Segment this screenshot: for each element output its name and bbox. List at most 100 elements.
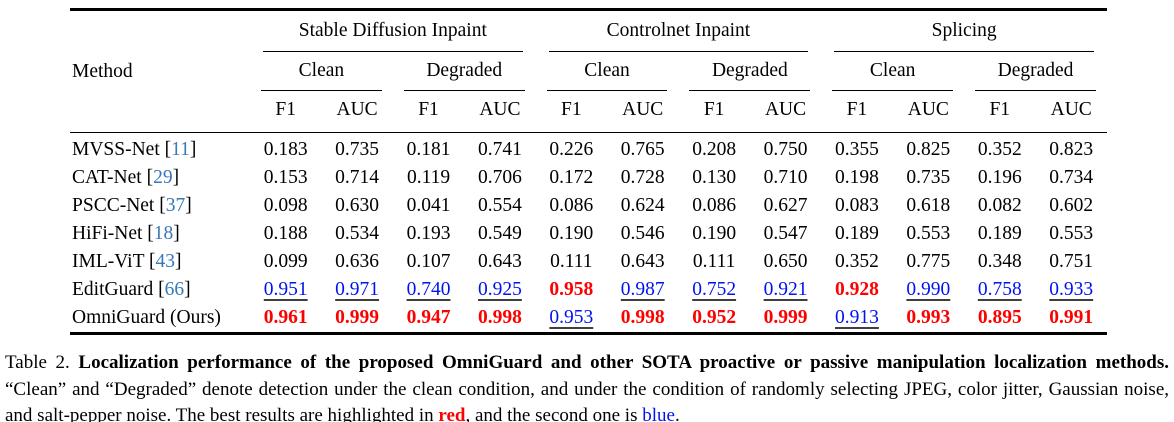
result-value: 0.740 bbox=[406, 279, 451, 300]
condition-label: Degraded bbox=[975, 60, 1096, 91]
result-value: 0.119 bbox=[406, 167, 451, 188]
citation-link[interactable]: 66 bbox=[164, 279, 185, 300]
result-value: 0.951 bbox=[263, 279, 308, 300]
result-value: 0.183 bbox=[263, 139, 308, 160]
caption-text: , and the second one is bbox=[465, 405, 643, 422]
result-value: 0.627 bbox=[763, 195, 808, 216]
method-label-suffix: ] bbox=[173, 223, 180, 244]
result-value: 0.041 bbox=[406, 195, 451, 216]
condition-header: Degraded bbox=[964, 52, 1107, 91]
result-value: 0.553 bbox=[1049, 223, 1094, 244]
result-value: 0.775 bbox=[906, 251, 951, 272]
caption-label: Table 2. bbox=[5, 352, 79, 373]
citation-link[interactable]: 29 bbox=[153, 167, 173, 188]
result-value: 0.553 bbox=[906, 223, 951, 244]
result-value: 0.602 bbox=[1049, 195, 1094, 216]
metric-header: AUC bbox=[749, 91, 822, 133]
result-value: 0.618 bbox=[906, 195, 951, 216]
result-value: 0.352 bbox=[977, 139, 1022, 160]
table-row-mvss-net: MVSS-Net [11] 0.183 0.735 0.181 0.741 0.… bbox=[70, 133, 1107, 165]
result-value: 0.082 bbox=[977, 195, 1022, 216]
citation-link[interactable]: 43 bbox=[155, 251, 176, 272]
citation-link[interactable]: 18 bbox=[153, 223, 174, 244]
result-value: 0.086 bbox=[692, 195, 737, 216]
method-name: MVSS-Net [11] bbox=[70, 133, 250, 165]
result-value: 0.921 bbox=[763, 279, 808, 300]
result-value: 0.650 bbox=[763, 251, 808, 272]
result-value: 0.947 bbox=[406, 307, 451, 328]
citation-link[interactable]: 11 bbox=[171, 138, 190, 160]
method-label-suffix: ] bbox=[184, 279, 191, 300]
result-value: 0.193 bbox=[406, 223, 451, 244]
result-value: 0.188 bbox=[263, 223, 308, 244]
method-label: PSCC-Net [ bbox=[72, 195, 166, 216]
result-value: 0.735 bbox=[906, 167, 951, 188]
result-value: 0.728 bbox=[620, 167, 665, 188]
result-value: 0.554 bbox=[477, 195, 522, 216]
result-value: 0.190 bbox=[692, 223, 737, 244]
result-value: 0.734 bbox=[1049, 167, 1094, 188]
table-row-pscc-net: PSCC-Net [37] 0.098 0.630 0.041 0.554 0.… bbox=[70, 192, 1107, 220]
condition-header: Degraded bbox=[393, 52, 536, 91]
condition-header: Degraded bbox=[678, 52, 821, 91]
citation-link[interactable]: 37 bbox=[165, 195, 186, 216]
result-value: 0.958 bbox=[549, 279, 594, 300]
result-value: 0.086 bbox=[549, 195, 594, 216]
condition-label: Degraded bbox=[689, 60, 811, 91]
result-value: 0.998 bbox=[620, 307, 665, 328]
result-value: 0.153 bbox=[263, 167, 308, 188]
result-value: 0.752 bbox=[692, 279, 737, 300]
result-value: 0.643 bbox=[477, 251, 522, 272]
metric-header: F1 bbox=[392, 91, 465, 133]
caption-red-word: red bbox=[438, 405, 466, 422]
result-value: 0.098 bbox=[263, 195, 308, 216]
result-value: 0.928 bbox=[835, 279, 879, 300]
method-label: EditGuard [ bbox=[72, 279, 165, 300]
result-value: 0.636 bbox=[335, 251, 380, 272]
result-value: 0.549 bbox=[477, 223, 522, 244]
table-row-iml-vit: IML-ViT [43] 0.099 0.636 0.107 0.643 0.1… bbox=[70, 248, 1107, 276]
condition-header: Clean bbox=[821, 52, 964, 91]
condition-label: Degraded bbox=[403, 60, 525, 91]
table-row-editguard: EditGuard [66] 0.951 0.971 0.740 0.925 0… bbox=[70, 276, 1107, 304]
result-value: 0.999 bbox=[335, 307, 380, 328]
group-header-controlnet: Controlnet Inpaint bbox=[536, 10, 822, 52]
metric-header: F1 bbox=[535, 91, 608, 133]
metric-header: AUC bbox=[607, 91, 679, 133]
result-value: 0.630 bbox=[335, 195, 380, 216]
condition-label: Clean bbox=[546, 60, 668, 91]
result-value: 0.352 bbox=[835, 251, 879, 272]
result-value: 0.990 bbox=[906, 279, 951, 300]
group-label: Splicing bbox=[834, 20, 1094, 52]
metric-header: AUC bbox=[321, 91, 393, 133]
group-label: Controlnet Inpaint bbox=[548, 20, 809, 52]
caption-bold-title: Localization performance of the proposed… bbox=[78, 352, 1169, 373]
result-value: 0.643 bbox=[620, 251, 665, 272]
group-header-row: Method Stable Diffusion Inpaint Controln… bbox=[70, 9, 1107, 133]
method-name: EditGuard [66] bbox=[70, 276, 250, 304]
metric-header: F1 bbox=[678, 91, 750, 133]
metric-header-row: F1 AUC F1 AUC F1 AUC F1 AUC F1 AUC F1 AU… bbox=[70, 91, 1107, 133]
caption-blue-word: blue bbox=[642, 405, 675, 422]
result-value: 0.547 bbox=[763, 223, 808, 244]
result-value: 0.714 bbox=[335, 167, 380, 188]
table-row-omniguard: OmniGuard (Ours) 0.961 0.999 0.947 0.998… bbox=[70, 304, 1107, 334]
result-value: 0.823 bbox=[1049, 139, 1094, 160]
result-value: 0.189 bbox=[835, 223, 879, 244]
result-value: 0.534 bbox=[335, 223, 380, 244]
result-value: 0.998 bbox=[477, 307, 522, 328]
result-value: 0.991 bbox=[1049, 307, 1094, 328]
method-label: HiFi-Net [ bbox=[72, 223, 154, 244]
method-label: CAT-Net [ bbox=[72, 167, 154, 188]
table-row-cat-net: CAT-Net [29] 0.153 0.714 0.119 0.706 0.1… bbox=[70, 164, 1107, 192]
method-name: HiFi-Net [18] bbox=[70, 220, 250, 248]
method-label-suffix: ] bbox=[185, 195, 192, 216]
result-value: 0.208 bbox=[692, 139, 737, 160]
result-value: 0.181 bbox=[406, 139, 451, 160]
result-value: 0.971 bbox=[335, 279, 380, 300]
result-value: 0.758 bbox=[977, 279, 1022, 300]
result-value: 0.999 bbox=[763, 307, 808, 328]
table-caption: Table 2. Localization performance of the… bbox=[5, 350, 1169, 422]
method-label-suffix: ] bbox=[172, 167, 180, 188]
result-value: 0.961 bbox=[263, 307, 308, 328]
